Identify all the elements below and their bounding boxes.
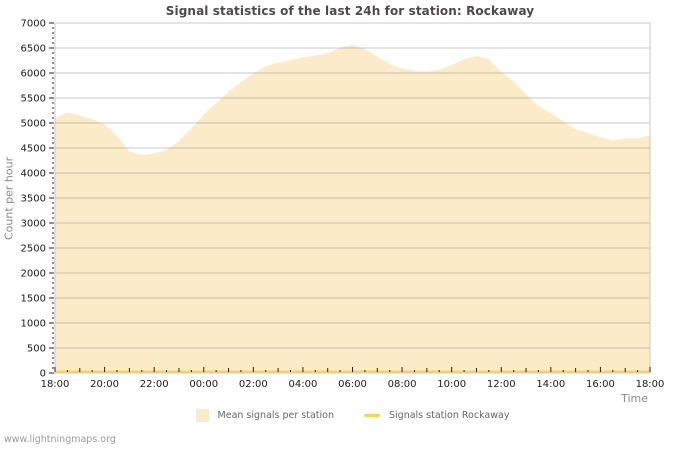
y-tick-label: 6000 [21, 69, 46, 80]
x-tick-label: 06:00 [338, 379, 367, 390]
station-signals-line-swatch [364, 414, 380, 417]
legend-label-mean-signals: Mean signals per station [217, 410, 334, 421]
y-tick-label: 1500 [21, 294, 46, 305]
y-tick-label: 3500 [21, 194, 46, 205]
legend-label-station-signals: Signals station Rockaway [389, 410, 510, 421]
y-tick-label: 2000 [21, 269, 46, 280]
x-tick-label: 18:00 [636, 379, 665, 390]
chart-plot-area: 0 500 1000 1500 2000 2500 3000 3500 4000 4500 5000… [21, 19, 665, 391]
x-tick-label: 14:00 [536, 379, 565, 390]
x-tick-label: 12:00 [487, 379, 516, 390]
y-tick-label: 2500 [21, 244, 46, 255]
y-tick-label: 0 [40, 369, 46, 380]
y-tick-label: 3000 [21, 219, 46, 230]
x-tick-label: 18:00 [41, 379, 70, 390]
mean-signals-area-swatch [195, 409, 209, 422]
y-tick-label: 5500 [21, 94, 46, 105]
x-tick-label: 22:00 [140, 379, 169, 390]
x-tick-label: 02:00 [239, 379, 268, 390]
x-tick-label: 00:00 [189, 379, 218, 390]
watermark-link[interactable]: www.lightningmaps.org [4, 434, 116, 445]
legend: Mean signals per station Signals station… [55, 409, 650, 422]
legend-item-station-signals: Signals station Rockaway [364, 410, 509, 421]
x-tick-label: 10:00 [437, 379, 466, 390]
y-tick-label: 7000 [21, 19, 46, 30]
chart-title: Signal statistics of the last 24h for st… [165, 4, 535, 18]
y-tick-label: 5000 [21, 119, 46, 130]
y-tick-label: 6500 [21, 44, 46, 55]
x-tick-label: 16:00 [586, 379, 615, 390]
y-tick-label: 1000 [21, 319, 46, 330]
y-tick-label: 4500 [21, 144, 46, 155]
x-tick-label: 08:00 [388, 379, 417, 390]
legend-item-mean-signals: Mean signals per station [195, 409, 334, 422]
plot-border [54, 22, 651, 374]
x-tick-label: 20:00 [90, 379, 119, 390]
y-tick-label: 4000 [21, 169, 46, 180]
x-axis-title: Time [621, 392, 648, 405]
x-tick-label: 04:00 [289, 379, 318, 390]
mean-signals-area [55, 45, 650, 373]
y-tick-label: 500 [27, 344, 46, 355]
